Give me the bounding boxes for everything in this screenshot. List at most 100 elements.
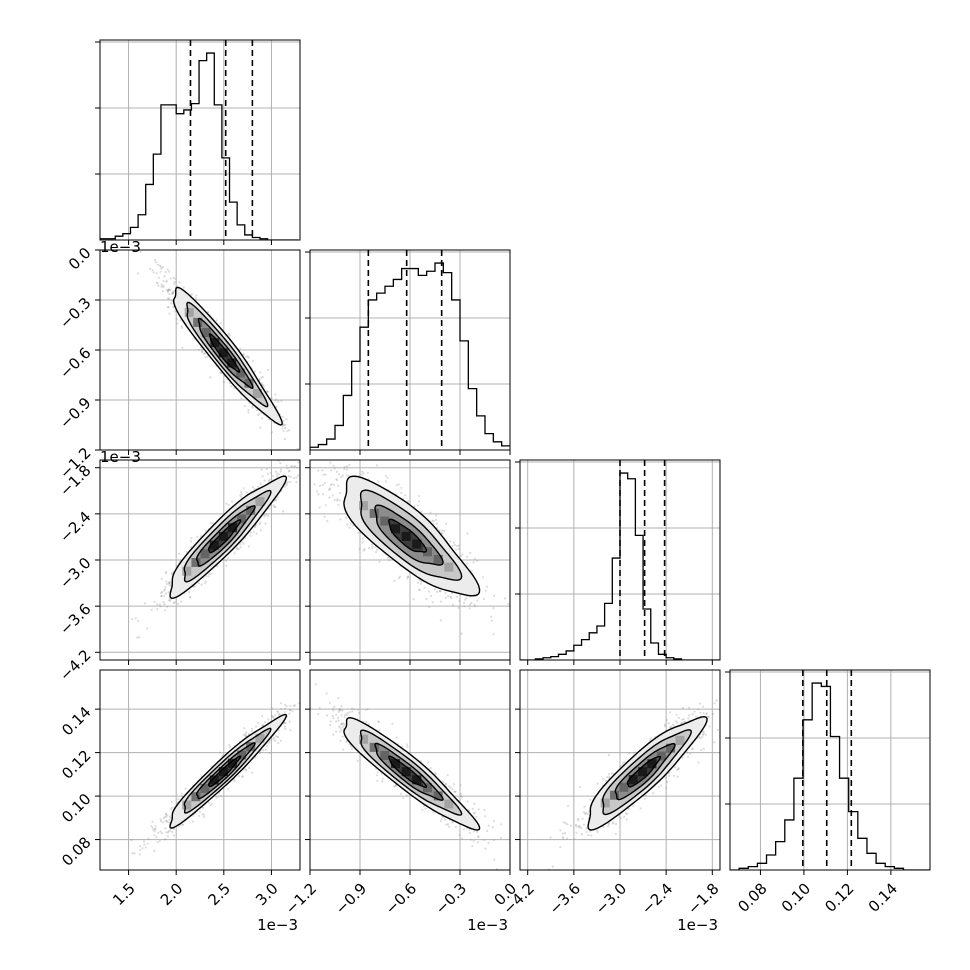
sample-point bbox=[242, 733, 245, 737]
sample-point bbox=[368, 547, 371, 550]
sample-point bbox=[133, 852, 136, 855]
sample-point bbox=[461, 553, 464, 556]
sample-point bbox=[285, 705, 288, 708]
density-cell bbox=[182, 566, 192, 576]
density-cell bbox=[200, 549, 210, 559]
sample-point bbox=[316, 490, 319, 493]
sample-point bbox=[423, 586, 426, 589]
sample-point bbox=[282, 430, 285, 433]
y-offset-label: 1e−3 bbox=[100, 238, 141, 256]
density-cell bbox=[255, 497, 265, 507]
sample-point bbox=[162, 279, 165, 283]
sample-point bbox=[490, 619, 493, 622]
sample-point bbox=[256, 409, 259, 412]
sample-point bbox=[225, 502, 228, 505]
sample-point bbox=[165, 580, 168, 583]
sample-point bbox=[338, 499, 341, 502]
sample-point bbox=[227, 332, 231, 335]
sample-point bbox=[358, 548, 361, 551]
sample-point bbox=[167, 289, 170, 292]
sample-point bbox=[163, 603, 166, 606]
sample-point bbox=[178, 281, 181, 284]
sample-point bbox=[328, 488, 331, 491]
sample-point bbox=[302, 454, 304, 456]
sample-point bbox=[255, 532, 258, 535]
sample-point bbox=[163, 594, 166, 598]
contour-line bbox=[374, 504, 444, 566]
sample-point bbox=[284, 703, 287, 706]
sample-point bbox=[371, 543, 374, 546]
sample-point bbox=[297, 453, 299, 455]
sample-point bbox=[428, 606, 431, 609]
sample-point bbox=[404, 494, 407, 497]
sample-point bbox=[465, 597, 468, 600]
x-tick-label: 0.10 bbox=[778, 880, 814, 916]
scatter-panel-0-2 bbox=[99, 454, 304, 661]
sample-point bbox=[162, 589, 165, 592]
density-cell bbox=[252, 388, 262, 398]
sample-point bbox=[418, 495, 421, 498]
sample-point bbox=[468, 607, 471, 610]
sample-point bbox=[167, 288, 170, 291]
sample-point bbox=[153, 600, 156, 603]
sample-point bbox=[259, 426, 262, 429]
sample-point bbox=[374, 551, 378, 554]
sample-point bbox=[239, 494, 242, 497]
sample-point bbox=[378, 560, 381, 563]
sample-point bbox=[284, 423, 287, 427]
sample-point bbox=[283, 710, 286, 714]
sample-point bbox=[240, 541, 243, 544]
sample-point bbox=[193, 585, 196, 588]
sample-point bbox=[277, 400, 280, 403]
sample-point bbox=[245, 731, 248, 734]
sample-point bbox=[274, 393, 277, 396]
sample-point bbox=[457, 544, 460, 547]
sample-point bbox=[472, 561, 475, 564]
sample-point bbox=[331, 494, 334, 497]
sample-point bbox=[160, 577, 163, 580]
sample-point bbox=[247, 408, 250, 412]
sample-point bbox=[307, 444, 309, 446]
density-cell bbox=[433, 554, 443, 564]
sample-point bbox=[225, 564, 228, 567]
sample-point bbox=[210, 802, 213, 805]
sample-point bbox=[333, 498, 336, 502]
sample-point bbox=[470, 601, 473, 605]
sample-point bbox=[274, 470, 278, 473]
sample-point bbox=[156, 608, 159, 611]
contour-line bbox=[172, 286, 283, 426]
sample-point bbox=[155, 272, 158, 275]
sample-point bbox=[281, 415, 284, 418]
sample-point bbox=[468, 603, 471, 606]
sample-point bbox=[256, 413, 260, 417]
sample-point bbox=[247, 545, 250, 548]
sample-point bbox=[280, 707, 283, 710]
sample-point bbox=[227, 333, 230, 336]
sample-point bbox=[321, 483, 324, 487]
sample-point bbox=[400, 491, 403, 494]
sample-point bbox=[432, 519, 435, 523]
sample-point bbox=[451, 603, 454, 606]
sample-point bbox=[451, 544, 454, 547]
sample-point bbox=[192, 814, 195, 817]
sample-point bbox=[470, 569, 473, 573]
sample-point bbox=[201, 350, 204, 353]
sample-point bbox=[251, 405, 254, 408]
sample-point bbox=[216, 564, 219, 568]
sample-point bbox=[444, 522, 448, 525]
density-cell bbox=[235, 368, 245, 378]
sample-point bbox=[188, 591, 191, 594]
sample-point bbox=[261, 475, 264, 478]
sample-point bbox=[162, 286, 165, 289]
sample-point bbox=[204, 529, 207, 532]
sample-point bbox=[259, 482, 262, 485]
sample-point bbox=[457, 606, 460, 609]
sample-point bbox=[164, 592, 168, 595]
histogram-step bbox=[100, 52, 299, 240]
sample-point bbox=[168, 288, 171, 292]
sample-point bbox=[439, 590, 442, 593]
sample-point bbox=[282, 423, 285, 426]
sample-point bbox=[262, 385, 266, 388]
sample-point bbox=[239, 347, 242, 350]
sample-point bbox=[361, 537, 365, 540]
